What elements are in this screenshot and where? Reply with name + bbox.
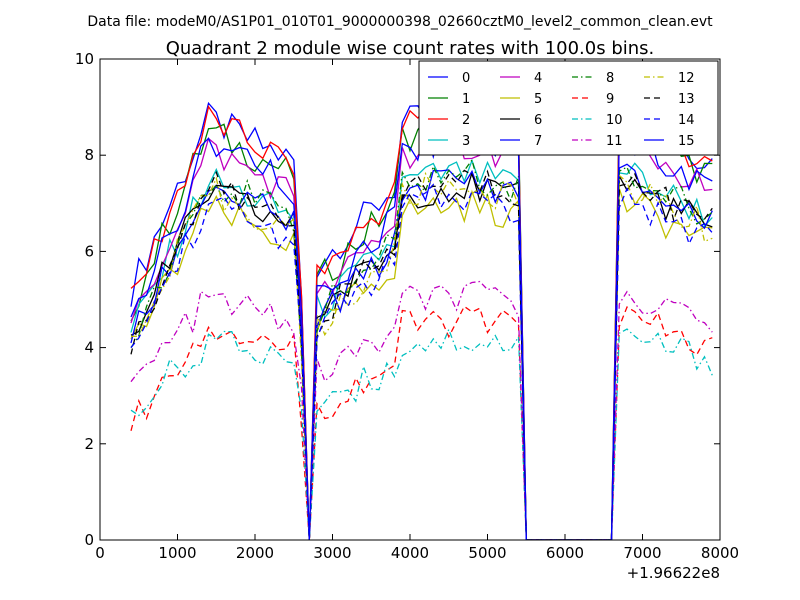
x-tick-label: 3000 [313,544,351,562]
legend-label-5: 5 [534,92,542,107]
x-axis: 0 1000 2000 3000 4000 5000 6000 7000 8000 [95,59,739,562]
x-tick-label: 7000 [623,544,661,562]
legend-label-3: 3 [462,134,470,149]
x-tick-label: 6000 [546,544,584,562]
x-tick-label: 4000 [391,544,429,562]
legend-label-6: 6 [534,113,542,128]
chart-title: Quadrant 2 module wise count rates with … [166,38,655,59]
x-offset-label: +1.96622e8 [627,564,720,582]
series-line-9 [130,305,713,540]
series-line-14 [130,183,713,540]
series-line-10 [130,327,713,540]
x-tick-label: 0 [95,544,105,562]
legend-label-10: 10 [606,113,623,128]
y-tick-label: 6 [84,242,94,260]
x-tick-label: 2000 [236,544,274,562]
series-line-1 [130,104,713,540]
y-tick-label: 10 [75,50,94,68]
legend-label-12: 12 [678,71,695,86]
legend-label-0: 0 [462,71,470,86]
legend-frame [418,60,719,156]
legend-label-7: 7 [534,134,542,149]
x-tick-label: 5000 [468,544,506,562]
legend-label-8: 8 [606,71,614,86]
series-line-8 [130,158,713,540]
series-line-12 [130,171,713,540]
y-tick-label: 8 [84,146,94,164]
chart-suptitle: Data file: modeM0/AS1P01_010T01_90000003… [87,14,713,30]
series-line-7 [130,163,713,540]
legend-label-4: 4 [534,71,542,86]
y-tick-label: 0 [84,531,94,549]
series-line-6 [130,170,713,540]
x-tick-label: 1000 [158,544,196,562]
x-tick-label: 8000 [701,544,739,562]
legend-label-9: 9 [606,92,614,107]
y-tick-label: 2 [84,435,94,453]
series-layer [130,98,713,540]
series-line-13 [130,169,713,540]
legend-label-13: 13 [678,92,695,107]
series-line-11 [130,280,713,540]
legend-label-1: 1 [462,92,470,107]
series-line-3 [130,158,713,540]
legend-label-15: 15 [678,134,695,149]
legend-label-2: 2 [462,113,470,128]
legend-label-14: 14 [678,113,695,128]
series-line-5 [130,188,713,540]
legend-label-11: 11 [606,134,623,149]
y-tick-label: 4 [84,339,94,357]
